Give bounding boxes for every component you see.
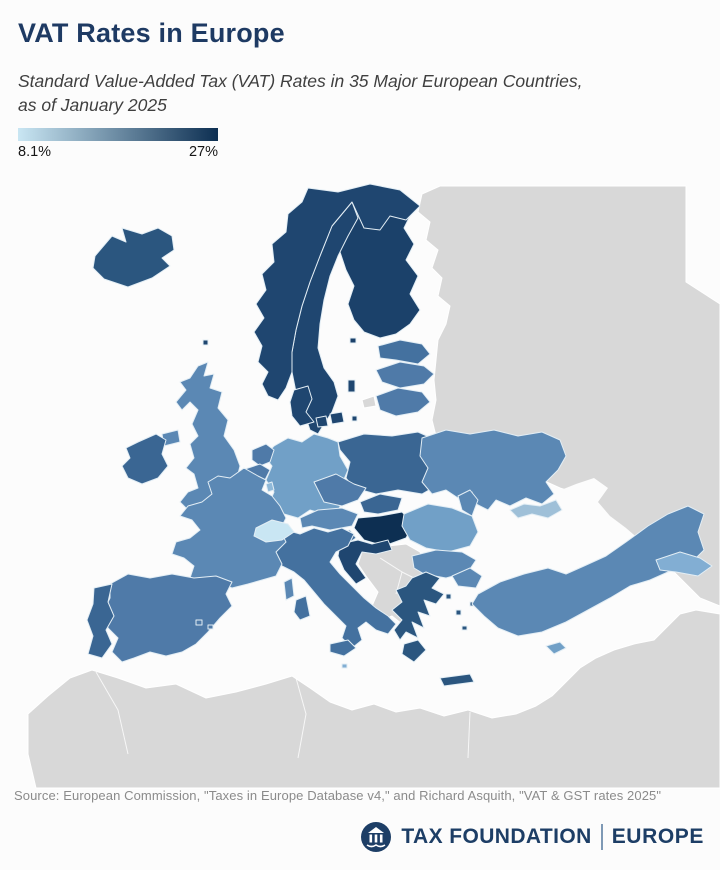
country-slovakia — [359, 493, 403, 515]
country-norway — [253, 183, 421, 401]
subtitle-line1: Standard Value-Added Tax (VAT) Rates in … — [18, 71, 583, 91]
country-iceland — [92, 227, 175, 288]
country-romania — [401, 503, 479, 553]
country-spain — [101, 573, 233, 663]
capitol-building-icon — [361, 822, 392, 852]
brand-region: EUROPE — [611, 825, 704, 848]
region-crimea — [509, 499, 563, 519]
country-denmark — [202, 339, 358, 428]
europe-choropleth-map — [0, 170, 720, 792]
country-estonia — [377, 339, 431, 365]
country-switzerland — [253, 519, 295, 543]
brand-divider — [600, 824, 603, 850]
country-italy — [265, 527, 397, 657]
country-croatia — [337, 539, 393, 585]
country-ireland — [121, 433, 169, 485]
source-citation: Source: European Commission, "Taxes in E… — [14, 788, 662, 803]
color-legend: 8.1% 27% — [18, 128, 218, 160]
country-malta — [341, 663, 348, 669]
country-ukraine — [419, 429, 567, 511]
country-portugal — [86, 583, 115, 659]
legend-gradient-bar — [18, 128, 218, 141]
brand-name: TAX FOUNDATION — [401, 825, 592, 848]
legend-max-label: 27% — [188, 144, 218, 160]
country-hungary — [353, 511, 415, 547]
chart-subtitle: Standard Value-Added Tax (VAT) Rates in … — [18, 70, 583, 117]
subtitle-line2: as of January 2025 — [18, 94, 167, 115]
region-kaliningrad — [361, 395, 377, 409]
country-finland — [339, 195, 421, 344]
country-netherlands — [251, 443, 275, 467]
country-georgia — [655, 551, 713, 577]
country-greece — [391, 571, 475, 687]
country-czechia — [313, 473, 367, 507]
country-luxembourg — [265, 481, 275, 493]
page-title: VAT Rates in Europe — [18, 18, 285, 48]
country-lithuania — [375, 387, 431, 417]
country-austria — [299, 507, 359, 531]
tax-foundation-logo: TAX FOUNDATION EUROPE — [360, 818, 704, 856]
region-north-africa-middle-east — [27, 609, 720, 789]
country-latvia — [375, 361, 435, 389]
country-turkey — [451, 505, 705, 637]
africa-internal-borders — [95, 671, 471, 759]
country-cyprus — [545, 641, 567, 655]
legend-min-label: 8.1% — [18, 144, 52, 160]
legend-labels: 8.1% 27% — [18, 144, 218, 160]
country-moldova — [457, 489, 479, 517]
